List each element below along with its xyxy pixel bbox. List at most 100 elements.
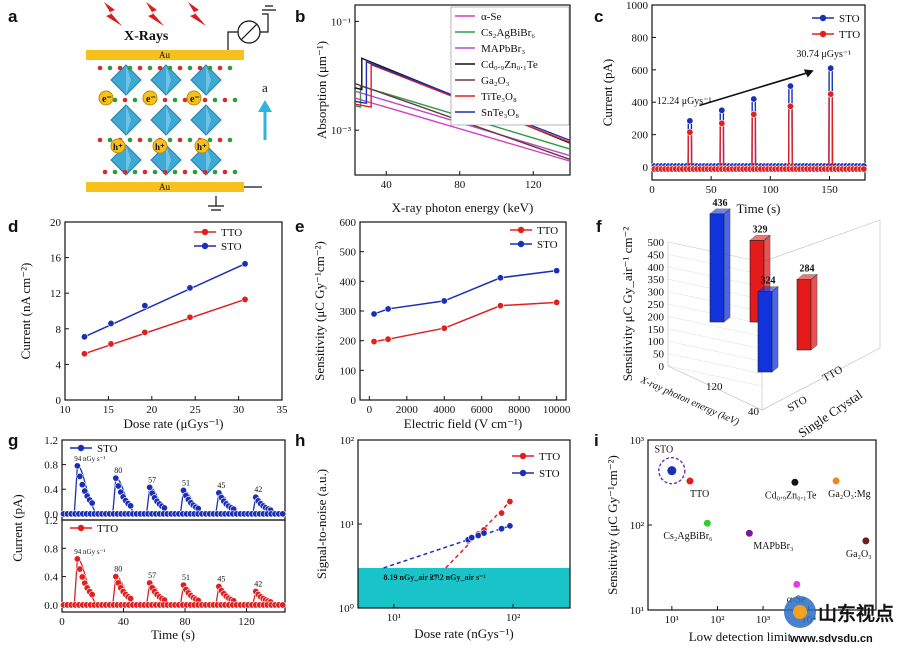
c-xlabel: Time (s) (737, 201, 781, 216)
c-ytick-label: 200 (632, 130, 649, 142)
c-point (750, 110, 758, 118)
octahedron-face (166, 105, 171, 135)
lattice-atom (227, 65, 233, 71)
g-ytick-label: 0.0 (44, 600, 58, 612)
i-point (686, 477, 694, 485)
g-dose-label: 57 (148, 475, 156, 484)
hole-marker (110, 138, 126, 154)
i-xtick-label: 10¹ (665, 614, 679, 626)
i-xtick-label: 10³ (756, 614, 771, 626)
g-plot-frame (61, 519, 286, 613)
e-point (496, 274, 504, 282)
lattice-atom (132, 97, 138, 103)
g-point (76, 565, 84, 573)
d-plot-frame (64, 221, 283, 401)
g-plot-frame (61, 439, 286, 521)
c-point (718, 106, 726, 114)
b-ytick-label: 10⁻¹ (331, 16, 351, 28)
e-point (496, 302, 504, 310)
h-fit-line (445, 501, 511, 569)
b-legend-label: Cs₂AgBiBr₆ (481, 27, 535, 39)
i-point (793, 580, 801, 588)
f-ztick-label: 150 (648, 324, 665, 336)
lattice-atom (102, 169, 108, 175)
chart-b-absorption: 40 80 120 10⁻¹ 10⁻³ α-Se Cs₂AgBiBr₆ MAPbBr₃ Cd₀.… (314, 4, 571, 215)
f-ztick-label: 100 (648, 336, 665, 348)
g-ytick-label: 0.8 (44, 460, 58, 472)
h-fit-line (383, 525, 511, 569)
f-bar (757, 291, 773, 373)
d-point (186, 284, 194, 292)
lattice-atom (222, 169, 228, 175)
f-bar-label: 329 (753, 224, 768, 235)
lattice-atom (147, 137, 153, 143)
panel-label-b: b (295, 7, 305, 26)
lattice-atom (97, 65, 103, 71)
b-legend-label: SnTe₃O₈ (481, 107, 519, 119)
i-ylabel: Sensitivity (μC Gy⁻¹cm⁻²) (605, 455, 620, 595)
g-ytick-label: 0.0 (44, 509, 58, 521)
g-point (279, 601, 287, 609)
panel-label-i: i (594, 431, 599, 450)
e-xtick-label: 6000 (471, 404, 494, 416)
g-series-line (62, 465, 286, 515)
c-xtick-label: 0 (649, 184, 655, 196)
lattice-atom (137, 65, 143, 71)
lattice-atom (152, 169, 158, 175)
axis-label: a (262, 80, 268, 95)
i-plot-frame (647, 439, 877, 611)
f-gridline (667, 353, 763, 374)
electron-marker (142, 90, 158, 106)
panel-label-g: g (8, 431, 18, 450)
lattice-atom (212, 97, 218, 103)
lattice-atom (227, 137, 233, 143)
chart-c-current-time: 0 50 100 150 0 200 400 600 800 1000 12.24 μGys⁻¹ 30… (600, 0, 868, 216)
g-point (112, 573, 120, 581)
lattice-atom (142, 169, 148, 175)
c-annotation: 30.74 μGys⁻¹ (796, 49, 851, 60)
d-ytick-label: 12 (50, 288, 61, 300)
h-point (498, 509, 506, 517)
d-point (107, 340, 115, 348)
g-legend-label: TTO (97, 523, 118, 535)
f-ztick-label: 0 (659, 361, 665, 373)
c-point (786, 82, 794, 90)
g-point (279, 510, 287, 518)
c-trend-arrow (699, 70, 812, 107)
g-point (73, 462, 81, 470)
lattice-atom (217, 137, 223, 143)
f-energy-label: 120 (706, 381, 723, 393)
d-xtick-label: 20 (146, 404, 158, 416)
c-plot-frame (651, 4, 866, 181)
lattice-atom (157, 65, 163, 71)
f-bar-top (757, 286, 779, 292)
i-ytick-label: 10³ (630, 435, 645, 447)
lattice-atom (137, 137, 143, 143)
h-annotation: 8.19 nGy_air s⁻¹ (384, 573, 441, 582)
hole-marker (194, 138, 210, 154)
lattice-atom (132, 169, 138, 175)
panel-label-c: c (594, 7, 603, 26)
g-legend-marker (77, 444, 85, 452)
g-xtick-label: 0 (59, 616, 65, 628)
f-ztick-label: 300 (648, 287, 665, 299)
lattice-atom (162, 97, 168, 103)
c-legend-marker (819, 14, 827, 22)
g-ytick-label: 0.4 (44, 484, 58, 496)
h-ytick-label: 10¹ (340, 519, 354, 531)
e-ytick-label: 100 (340, 365, 357, 377)
g-point (88, 591, 96, 599)
c-point (827, 90, 835, 98)
b-ylabel: Absorption (μm⁻¹) (314, 41, 329, 139)
b-legend-label: α-Se (481, 11, 502, 23)
i-ytick-label: 10¹ (630, 605, 644, 617)
b-legend-label: Cd₀.₉Zn₀.₁Te (481, 59, 538, 71)
hole-marker (152, 138, 168, 154)
b-legend-label: TiTe₃O₈ (481, 91, 517, 103)
c-ytick-label: 1000 (626, 0, 649, 12)
lattice-atom (122, 169, 128, 175)
f-ztick-label: 50 (653, 349, 665, 361)
g-ytick-label: 0.8 (44, 543, 58, 555)
c-point (827, 64, 835, 72)
e-xtick-label: 2000 (396, 404, 419, 416)
